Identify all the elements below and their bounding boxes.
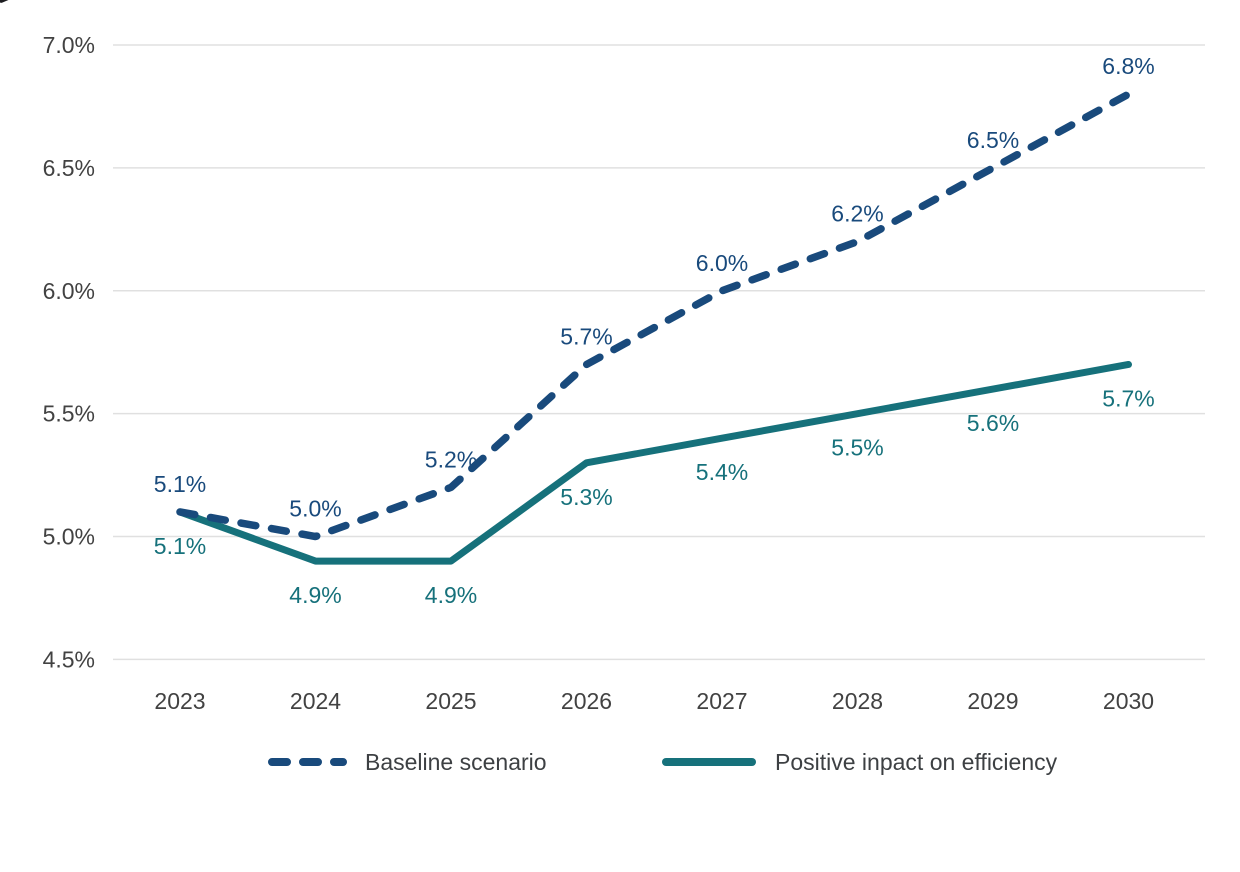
legend: Baseline scenario Positive inpact on eff… [0,742,1240,782]
y-tick-label: 5.5% [43,401,95,427]
series-line-baseline [176,90,1133,541]
legend-item-efficiency: Positive inpact on efficiency [661,742,1057,782]
data-label-efficiency: 5.6% [967,410,1019,436]
y-tick-label: 5.0% [43,524,95,550]
data-label-baseline: 5.7% [560,323,612,349]
y-tick-label: 7.0% [43,32,95,58]
data-label-efficiency: 4.9% [289,582,341,608]
y-tick-label: 4.5% [43,646,95,672]
x-tick-label: 2027 [696,688,747,714]
efficiency-solid-swatch-icon [662,758,756,766]
x-tick-label: 2025 [425,688,476,714]
y-tick-label: 6.5% [43,155,95,181]
data-label-baseline: 6.0% [696,250,748,276]
y-tick-label: 6.0% [43,278,95,304]
chart-svg: 7.0% 6.5% 6.0% 5.5% 5.0% 4.5% 2023 2024 2025 2026… [43,32,1205,714]
series-line-efficiency [176,360,1132,565]
data-label-baseline: 5.1% [154,471,206,497]
data-label-baseline: 6.5% [967,127,1019,153]
data-label-baseline: 5.0% [289,496,341,522]
x-tick-label: 2023 [154,688,205,714]
data-label-efficiency: 4.9% [425,582,477,608]
data-label-efficiency: 5.4% [696,459,748,485]
legend-item-baseline: Baseline scenario [267,742,547,782]
data-label-efficiency: 5.1% [154,533,206,559]
x-tick-label: 2029 [967,688,1018,714]
data-label-efficiency: 5.3% [560,484,612,510]
data-label-baseline: 5.2% [425,446,477,472]
x-tick-label: 2026 [561,688,612,714]
legend-label-baseline: Baseline scenario [365,748,547,775]
x-tick-label: 2028 [832,688,883,714]
data-label-baseline: 6.8% [1102,53,1154,79]
x-tick-label: 2030 [1103,688,1154,714]
legend-label-efficiency: Positive inpact on efficiency [775,748,1058,775]
chart-container: 7.0% 6.5% 6.0% 5.5% 5.0% 4.5% 2023 2024 2025 2026… [0,0,1205,775]
data-label-efficiency: 5.7% [1102,385,1154,411]
data-label-baseline: 6.2% [831,201,883,227]
baseline-dashed-swatch-icon [268,758,347,766]
x-tick-label: 2024 [290,688,341,714]
data-label-efficiency: 5.5% [831,435,883,461]
